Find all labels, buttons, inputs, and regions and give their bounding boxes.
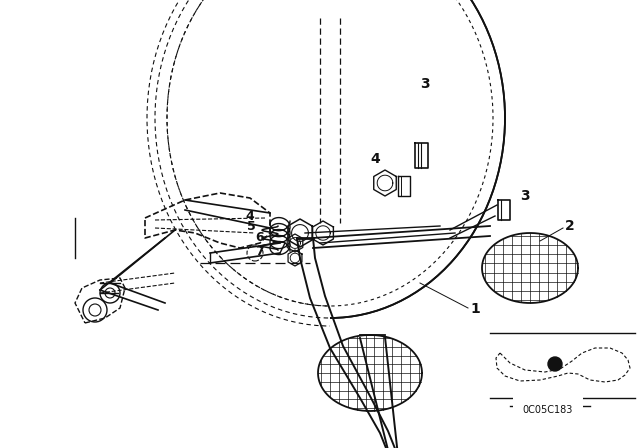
Text: 6: 6: [255, 231, 264, 244]
Text: 1: 1: [470, 302, 480, 316]
Circle shape: [548, 357, 562, 371]
Text: 2: 2: [565, 219, 575, 233]
Text: 7: 7: [255, 245, 264, 258]
Text: 0C05C183: 0C05C183: [523, 405, 573, 415]
Text: 3: 3: [520, 189, 530, 203]
Text: 4: 4: [370, 152, 380, 166]
Text: 4: 4: [245, 210, 253, 223]
Text: 3: 3: [420, 77, 429, 91]
Text: 5: 5: [247, 220, 256, 233]
